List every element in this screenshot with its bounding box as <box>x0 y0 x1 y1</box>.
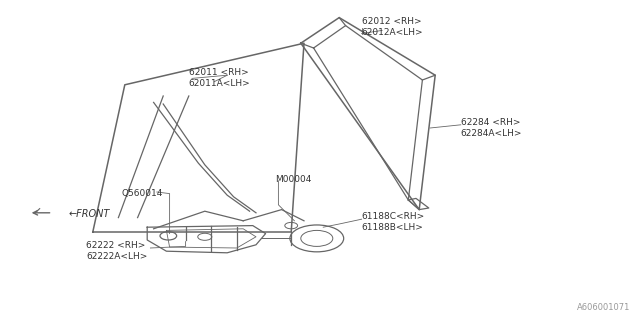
Text: Q560014: Q560014 <box>122 189 163 198</box>
Text: 62012 <RH>
62012A<LH>: 62012 <RH> 62012A<LH> <box>362 17 423 37</box>
Text: M00004: M00004 <box>275 175 312 184</box>
Text: ←FRONT: ←FRONT <box>68 209 110 220</box>
Text: A606001071: A606001071 <box>577 303 630 312</box>
Text: 62222 <RH>
62222A<LH>: 62222 <RH> 62222A<LH> <box>86 241 148 261</box>
Text: 61188C<RH>
61188B<LH>: 61188C<RH> 61188B<LH> <box>362 212 425 232</box>
Text: 62284 <RH>
62284A<LH>: 62284 <RH> 62284A<LH> <box>461 118 522 138</box>
Text: 62011 <RH>
62011A<LH>: 62011 <RH> 62011A<LH> <box>189 68 250 88</box>
